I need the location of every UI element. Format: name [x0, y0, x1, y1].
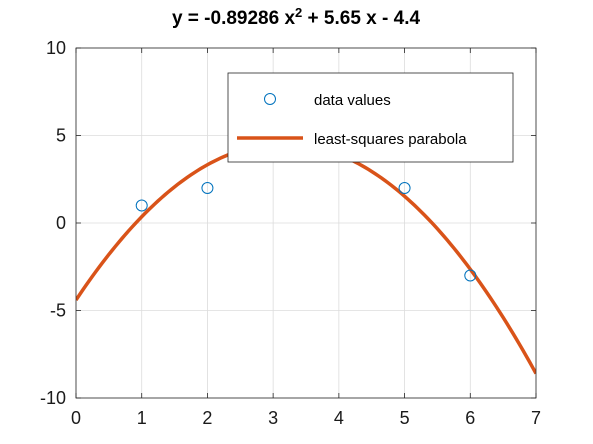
- x-tick-label: 4: [334, 408, 344, 428]
- x-tick-label: 7: [531, 408, 541, 428]
- legend: data values least-squares parabola: [227, 72, 514, 163]
- y-tick-label: 0: [56, 213, 66, 233]
- x-tick-label: 3: [268, 408, 278, 428]
- data-point: [464, 269, 477, 282]
- data-point: [398, 182, 411, 194]
- data-point: [135, 199, 148, 212]
- legend-label-data-values: data values: [314, 92, 391, 109]
- y-tick-label: -10: [40, 388, 66, 408]
- legend-label-least-squares-parabola: least-squares parabola: [314, 131, 467, 148]
- data-point: [201, 182, 214, 194]
- y-tick-label: 5: [56, 126, 66, 146]
- x-tick-label: 0: [71, 408, 81, 428]
- legend-box: [227, 72, 514, 163]
- x-tick-label: 6: [465, 408, 475, 428]
- chart-title: y = -0.89286 x2 + 5.65 x - 4.4: [172, 5, 421, 29]
- axis-tick-labels: 0 1 2 3 4 5 6 7 -10 -5 0 5 10: [40, 38, 541, 428]
- legend-marker-data-values: [264, 93, 276, 105]
- x-tick-label: 5: [400, 408, 410, 428]
- y-tick-label: -5: [50, 301, 66, 321]
- x-tick-label: 1: [137, 408, 147, 428]
- x-tick-label: 2: [202, 408, 212, 428]
- axes-box: [75, 47, 537, 399]
- y-tick-label: 10: [46, 38, 66, 58]
